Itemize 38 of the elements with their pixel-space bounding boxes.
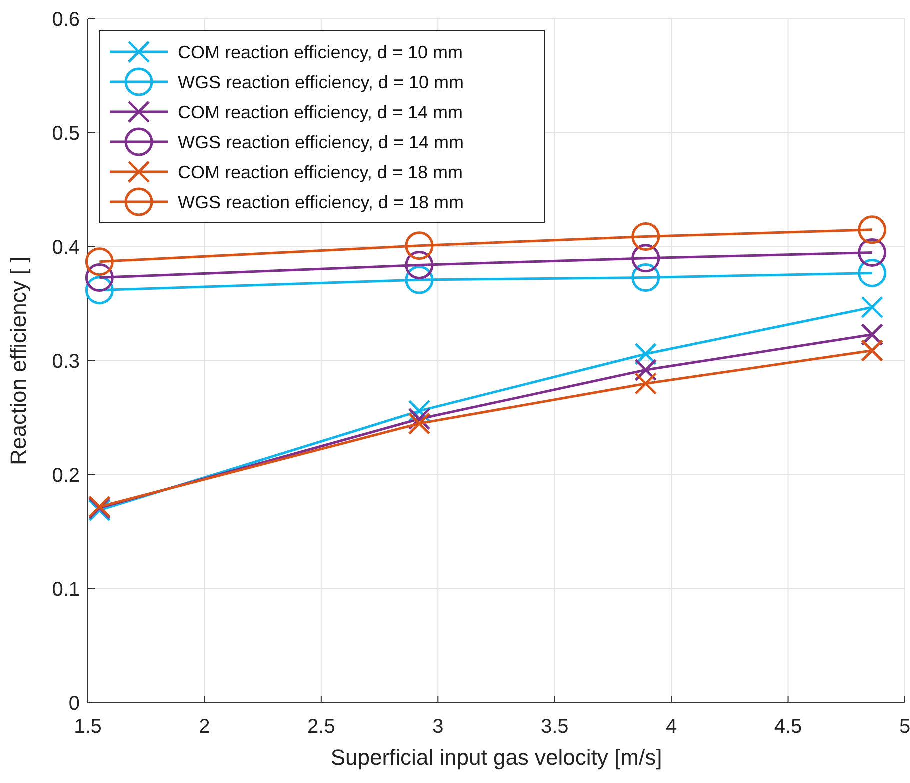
point — [632, 222, 660, 251]
legend-label: COM reaction efficiency, d = 10 mm — [178, 42, 463, 62]
x-tick-label: 3.5 — [540, 716, 569, 738]
legend-label: WGS reaction efficiency, d = 18 mm — [178, 192, 464, 212]
x-tick-label: 1.5 — [74, 716, 102, 738]
y-tick-label: 0.6 — [52, 9, 80, 31]
point — [861, 339, 884, 362]
point — [632, 264, 660, 292]
legend-label: WGS reaction efficiency, d = 10 mm — [178, 72, 464, 92]
y-axis-title: Reaction efficiency [ ] — [6, 256, 31, 466]
point — [634, 372, 658, 396]
point — [861, 296, 884, 319]
y-tick-label: 0 — [68, 693, 80, 715]
point — [632, 244, 660, 273]
point — [858, 258, 887, 288]
x-tick-label: 2 — [199, 716, 210, 738]
y-tick-label: 0.2 — [52, 465, 80, 487]
point — [85, 248, 114, 276]
x-tick-label: 3 — [432, 716, 444, 738]
y-tick-label: 0.3 — [52, 351, 80, 373]
point — [405, 232, 434, 260]
point — [858, 238, 887, 267]
x-tick-label: 4 — [666, 716, 678, 738]
y-tick-label: 0.1 — [52, 579, 80, 601]
point — [85, 264, 114, 292]
legend-label: COM reaction efficiency, d = 18 mm — [178, 162, 463, 182]
x-tick-label: 2.5 — [308, 716, 336, 738]
legend-label: WGS reaction efficiency, d = 14 mm — [178, 132, 464, 152]
x-tick-label: 4.5 — [774, 716, 802, 738]
y-tick-label: 0.4 — [52, 237, 80, 259]
point — [405, 250, 434, 280]
point — [405, 266, 434, 294]
y-tick-label: 0.5 — [52, 123, 80, 145]
x-axis-title: Superficial input gas velocity [m/s] — [330, 745, 662, 770]
x-tick-label: 5 — [899, 716, 910, 738]
legend-label: COM reaction efficiency, d = 14 mm — [178, 102, 463, 122]
point — [408, 412, 431, 435]
point — [858, 216, 887, 244]
